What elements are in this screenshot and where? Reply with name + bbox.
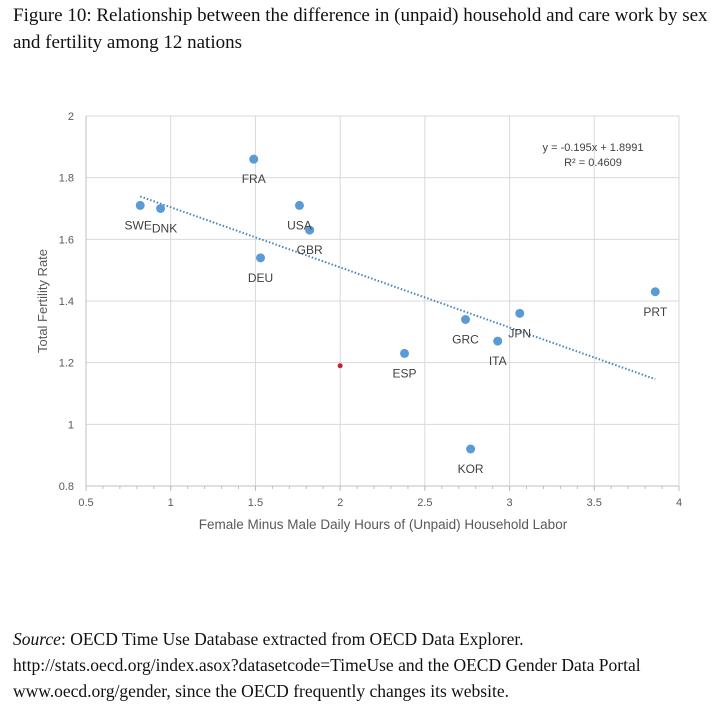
data-point-dnk: [156, 204, 166, 213]
data-points: [135, 154, 660, 454]
y-tick-label: 2: [68, 111, 74, 123]
x-axis-label: Female Minus Male Daily Hours of (Unpaid…: [199, 517, 568, 532]
figure-caption: Figure 10: Relationship between the diff…: [13, 2, 713, 56]
x-tick-label: 3.5: [587, 497, 602, 509]
point-label-prt: PRT: [643, 305, 667, 319]
y-tick-label: 1: [68, 419, 74, 431]
caption-line-2: and fertility among 12 nations: [13, 32, 243, 53]
x-tick-label: 1: [168, 497, 174, 509]
caption-line-1: Figure 10: Relationship between the diff…: [13, 5, 708, 26]
trendline-r2: R² = 0.4609: [564, 157, 622, 169]
data-point-usa: [294, 200, 304, 210]
source-line-1: Source: OECD Time Use Database extracted…: [13, 626, 718, 652]
point-label-fra: FRA: [242, 172, 266, 186]
data-point-jpn: [515, 308, 525, 318]
point-label-swe: SWE: [125, 218, 152, 232]
y-tick-label: 1.2: [59, 358, 74, 370]
chart-container: 0.5 1 1.5 2 2.5 3 3.5 4 0.8 1 1.2 1.4 1.6 1.8 2 SWE DNK…: [35, 111, 682, 532]
x-tick-label: 4: [676, 497, 682, 509]
trendline: [139, 195, 656, 381]
source-line-1-text: : OECD Time Use Database extracted from …: [60, 629, 524, 649]
data-point-esp: [400, 348, 410, 358]
trendline-equation: y = -0.195x + 1.8991: [543, 142, 644, 154]
point-label-gbr: GBR: [297, 243, 323, 257]
marker-point: [337, 363, 343, 369]
point-label-ita: ITA: [489, 354, 507, 368]
point-label-jpn: JPN: [508, 326, 531, 340]
source-note: Source: OECD Time Use Database extracted…: [13, 626, 718, 704]
y-axis-label: Total Fertility Rate: [35, 249, 50, 353]
axes: 0.5 1 1.5 2 2.5 3 3.5 4 0.8 1 1.2 1.4 1.6 1.8 2: [59, 111, 682, 509]
y-tick-label: 1.4: [59, 296, 74, 308]
data-point-prt: [650, 287, 660, 297]
point-label-esp: ESP: [393, 366, 417, 380]
point-label-usa: USA: [287, 218, 312, 232]
point-label-deu: DEU: [248, 271, 273, 285]
data-point-fra: [249, 154, 259, 164]
source-line-3: www.oecd.org/gender, since the OECD freq…: [13, 681, 509, 701]
data-point-grc: [461, 315, 471, 324]
scatter-chart: 0.5 1 1.5 2 2.5 3 3.5 4 0.8 1 1.2 1.4 1.6 1.8 2 SWE DNK…: [35, 111, 682, 532]
grid-lines: [86, 115, 680, 486]
x-tick-label: 1.5: [248, 497, 263, 509]
y-tick-label: 0.8: [59, 481, 74, 493]
data-point-kor: [466, 444, 476, 454]
data-point-swe: [135, 200, 145, 210]
x-tick-label: 2: [337, 497, 343, 509]
y-tick-label: 1.8: [59, 173, 74, 185]
x-tick-label: 3: [507, 497, 513, 509]
x-tick-label: 0.5: [78, 497, 93, 509]
data-point-deu: [256, 253, 266, 263]
trendline-group: [139, 195, 656, 381]
data-point-ita: [493, 336, 503, 346]
point-label-dnk: DNK: [152, 222, 177, 236]
x-tick-label: 2.5: [417, 497, 432, 509]
y-tick-label: 1.6: [59, 234, 74, 246]
point-label-grc: GRC: [452, 333, 479, 347]
point-label-kor: KOR: [458, 462, 484, 476]
data-point-gbr: [305, 225, 315, 235]
source-line-2: http://stats.oecd.org/index.asox?dataset…: [13, 655, 641, 675]
source-label: Source: [13, 629, 61, 649]
